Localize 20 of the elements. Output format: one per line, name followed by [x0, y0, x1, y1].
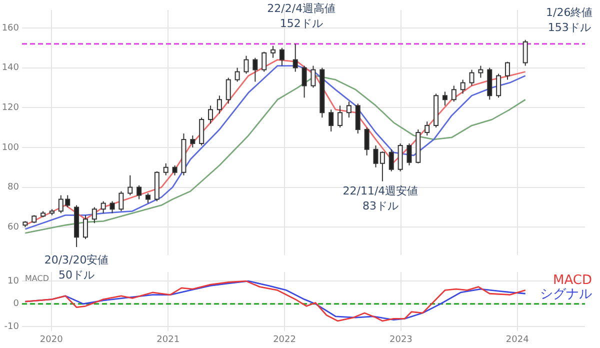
y-tick-label: 120 — [2, 102, 20, 113]
annotation: 1/26終値 153ドル — [546, 6, 593, 34]
y-tick-label: 160 — [2, 23, 20, 34]
y-tick-label: 60 — [8, 222, 20, 232]
x-tick-label: 2024 — [506, 334, 530, 345]
y-tick-label: 100 — [2, 142, 20, 153]
text: MACD — [553, 272, 592, 288]
x-tick-label: 2023 — [389, 334, 412, 345]
y-tick-label: -10 — [4, 322, 20, 332]
y-tick-label: 80 — [8, 182, 20, 193]
y-tick-label: 140 — [2, 63, 20, 74]
annotation: 22/11/4週安値 83ドル — [342, 184, 418, 213]
annotation: 22/2/4週高値 152ドル — [267, 2, 336, 30]
x-tick-label: 2020 — [40, 334, 64, 345]
x-tick-label: 2021 — [156, 334, 180, 345]
x-tick-label: 2022 — [273, 334, 296, 345]
y-tick-label: 0 — [13, 299, 20, 310]
y-axis-title: MACD — [25, 274, 49, 284]
y-tick-label: 10 — [8, 276, 20, 286]
series-label: シグナル — [540, 286, 592, 302]
